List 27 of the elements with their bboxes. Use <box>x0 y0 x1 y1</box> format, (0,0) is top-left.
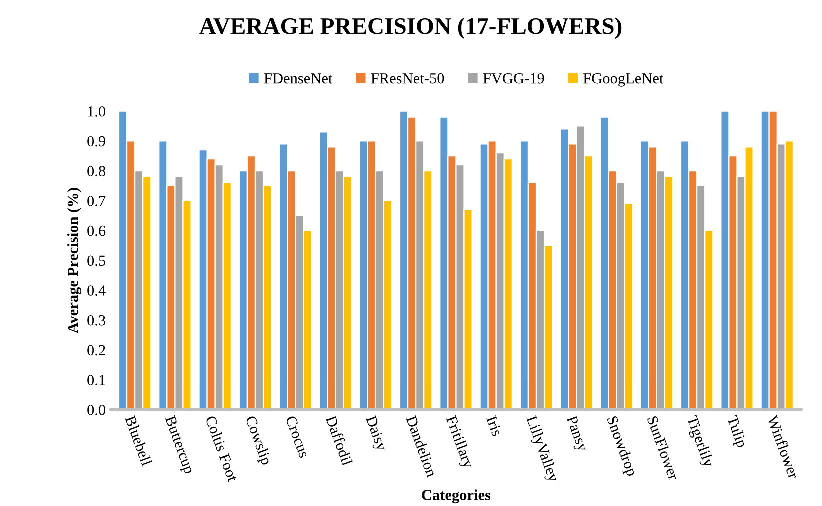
y-tick-label: 0.6 <box>88 226 106 236</box>
y-tick-label: 0.9 <box>88 136 106 147</box>
y-tick-label: 0.3 <box>88 315 106 326</box>
chart-title: AVERAGE PRECISION (17-FLOWERS) <box>200 18 622 40</box>
legend-label: FVGG-19 <box>483 73 544 84</box>
x-tick-label: Iris <box>486 415 503 438</box>
x-tick-label: Tulip <box>724 414 748 450</box>
y-axis-title: Average Precision (%) <box>67 188 82 334</box>
x-tick-label: Coltis Foot <box>205 415 239 483</box>
legend-label: FGoogLeNet <box>584 73 664 87</box>
x-tick-label: Pansy <box>564 415 589 454</box>
y-tick-label: 0.2 <box>88 345 106 356</box>
legend-label: FDenseNet <box>264 74 333 84</box>
y-tick-label: 1.0 <box>88 106 106 117</box>
legend-label: FResNet-50 <box>371 73 444 84</box>
y-tick-label: 0.7 <box>88 196 106 206</box>
y-tick-label: 0.4 <box>88 286 106 296</box>
x-tick-label: Daisy <box>363 415 388 453</box>
x-tick-label: Fritillary <box>443 415 475 470</box>
x-tick-label: Crocus <box>286 415 310 459</box>
x-tick-label: Tigerlily <box>684 414 716 470</box>
x-tick-label: Cowslip <box>242 415 273 467</box>
y-tick-label: 0.8 <box>88 166 106 177</box>
x-axis-title: Categories <box>422 490 491 504</box>
y-tick-label: 0.0 <box>88 405 106 416</box>
y-tick-label: 0.1 <box>88 375 106 386</box>
y-tick-label: 0.5 <box>88 256 106 266</box>
